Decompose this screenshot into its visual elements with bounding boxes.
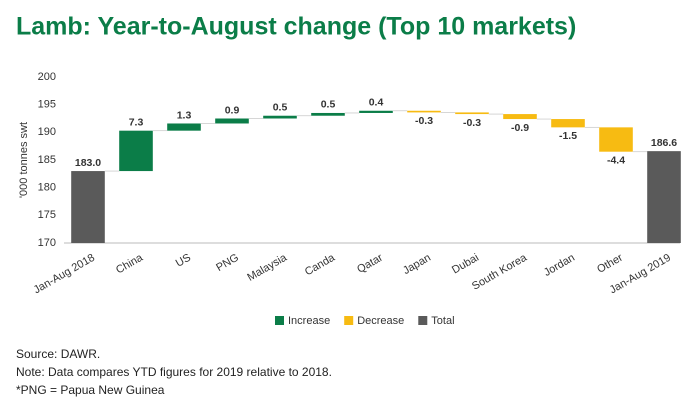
y-tick-label: 195 (38, 99, 56, 111)
x-tick-label: US (174, 252, 193, 270)
legend-swatch (418, 316, 428, 325)
legend-label: Total (431, 315, 454, 327)
x-tick-label: China (114, 251, 146, 276)
x-tick-label: Qatar (355, 252, 385, 276)
y-tick-label: 190 (38, 126, 56, 138)
bar (551, 119, 585, 128)
bar (263, 115, 297, 119)
bar (167, 123, 201, 131)
bar (407, 110, 441, 113)
bar (455, 112, 489, 115)
data-label: -0.3 (463, 117, 481, 129)
chart-title: Lamb: Year-to-August change (Top 10 mark… (16, 13, 576, 41)
data-label: -1.5 (559, 130, 577, 142)
data-label: -4.4 (607, 154, 625, 166)
bar (119, 130, 153, 172)
x-tick-label: Jan-Aug 2018 (32, 252, 97, 297)
data-label: 0.4 (369, 97, 384, 109)
y-tick-label: 200 (38, 71, 56, 83)
legend-swatch (275, 316, 284, 325)
bar (599, 127, 633, 152)
x-tick-label: PNG (214, 252, 241, 274)
note: *PNG = Papua New Guinea (16, 383, 165, 397)
x-tick-label: Canda (303, 251, 338, 278)
y-tick-label: 170 (38, 237, 56, 249)
data-label: 0.5 (321, 99, 336, 111)
bar (503, 114, 537, 120)
y-tick-label: 180 (38, 182, 56, 194)
bar (647, 151, 681, 243)
data-label: 0.5 (273, 102, 288, 114)
data-label: -0.3 (415, 115, 433, 127)
bar (311, 112, 345, 116)
data-label: 7.3 (129, 116, 144, 128)
x-tick-label: Dubai (450, 252, 481, 277)
data-label: 0.9 (225, 104, 240, 116)
x-tick-label: Jordan (542, 252, 577, 279)
legend-label: Increase (288, 315, 330, 327)
x-tick-label: Japan (401, 252, 433, 277)
x-tick-label: South Korea (470, 251, 530, 292)
data-label: 1.3 (177, 109, 192, 121)
bar (71, 171, 105, 243)
x-tick-label: Malaysia (245, 251, 289, 284)
legend-label: Decrease (357, 315, 404, 327)
data-label: 183.0 (75, 157, 101, 169)
y-axis-label: '000 tonnes swt (18, 122, 30, 198)
data-label: -0.9 (511, 122, 529, 134)
note: Note: Data compares YTD figures for 2019… (16, 365, 332, 379)
x-tick-label: Other (595, 252, 625, 276)
y-tick-label: 185 (38, 154, 56, 166)
bar (215, 118, 249, 124)
bar (359, 110, 393, 113)
data-label: 186.6 (651, 137, 677, 149)
legend-swatch (344, 316, 354, 325)
note: Source: DAWR. (16, 347, 100, 361)
y-tick-label: 175 (38, 209, 56, 221)
